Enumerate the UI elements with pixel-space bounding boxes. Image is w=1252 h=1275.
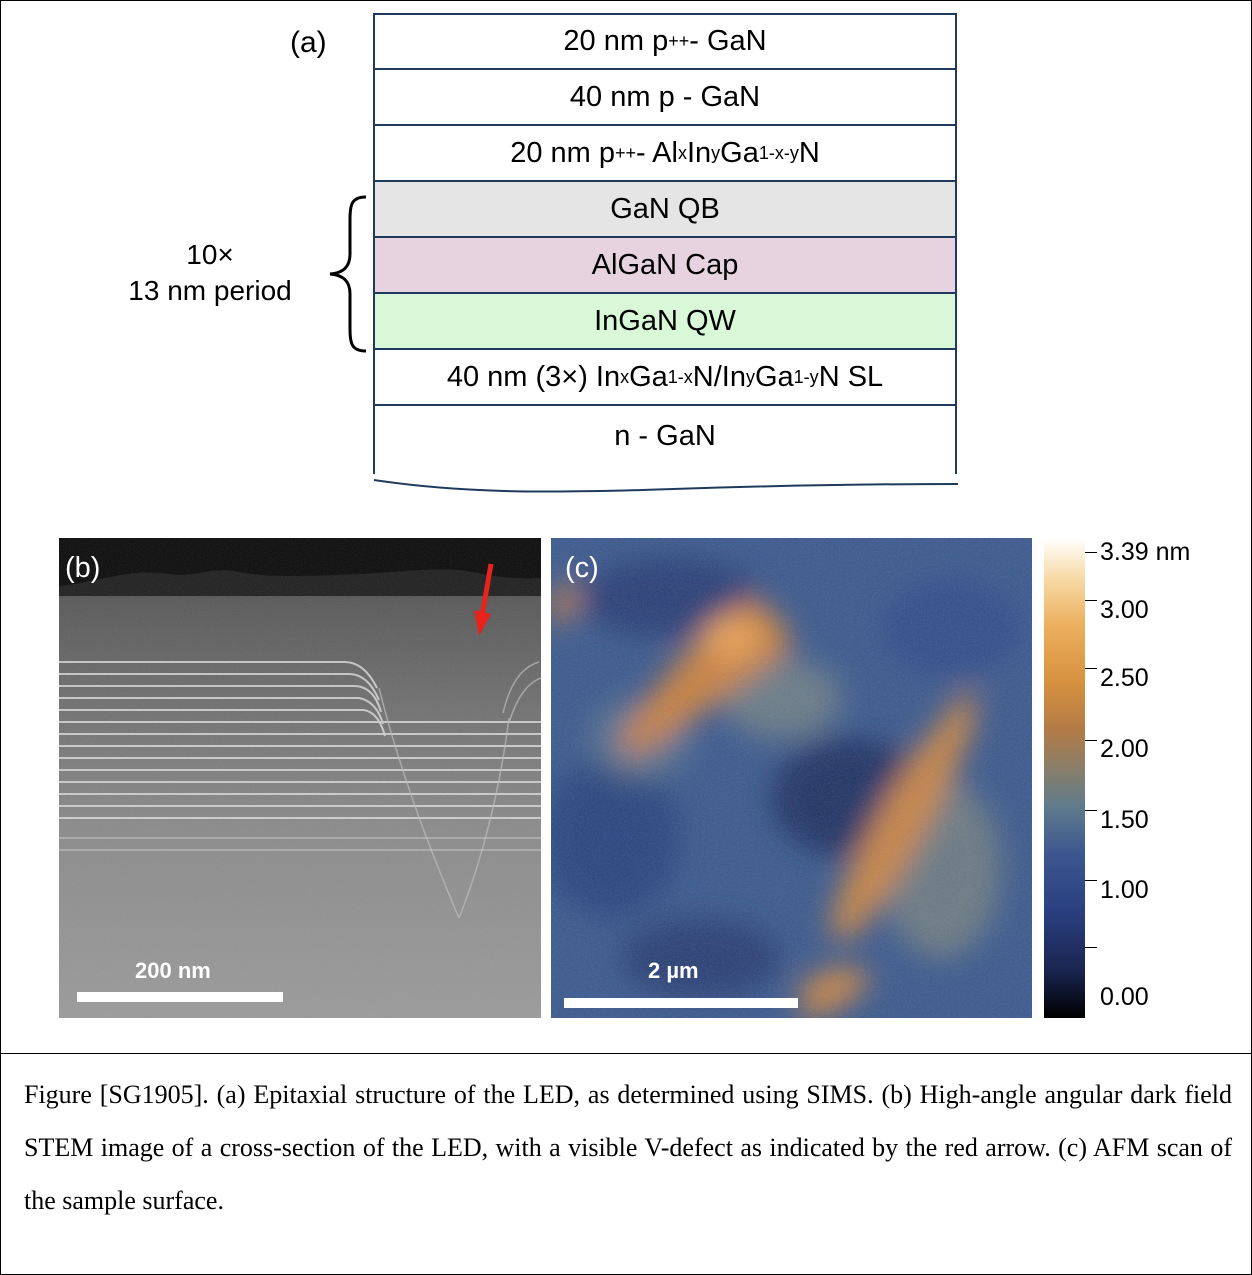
- colorbar-tick: [1085, 668, 1097, 669]
- substrate-wavy-edge: [373, 479, 959, 493]
- colorbar-label: 3.00: [1100, 596, 1149, 624]
- period-label: 10× 13 nm period: [128, 239, 292, 306]
- period-brace-icon: [329, 195, 367, 353]
- colorbar-label: 2.50: [1100, 664, 1149, 692]
- layer-p-gan: 40 nm p - GaN: [373, 70, 957, 126]
- stem-scale-bar: [77, 992, 283, 1002]
- figure-caption: Figure [SG1905]. (a) Epitaxial structure…: [24, 1080, 1232, 1215]
- afm-height-map: [551, 538, 1032, 1018]
- colorbar-tick: [1085, 880, 1097, 881]
- layer-stack: 20 nm p ++ - GaN 40 nm p - GaN 20 nm p ++ …: [373, 13, 957, 474]
- afm-scale-bar: [564, 998, 798, 1008]
- layer-p-plus-plus-alingan: 20 nm p ++ - Al x In y Ga 1-x-y N: [373, 126, 957, 182]
- colorbar-label: 2.00: [1100, 735, 1149, 763]
- colorbar-label-min: 0.00: [1100, 983, 1149, 1011]
- panel-b-label: (b): [65, 552, 101, 584]
- afm-image: (c) 2 µm: [551, 538, 1032, 1018]
- colorbar-label: 1.00: [1100, 876, 1149, 904]
- stem-micrograph: [59, 538, 541, 1018]
- caption-divider: [0, 1053, 1252, 1054]
- red-arrow-icon: [474, 563, 494, 636]
- layer-ingan-qw: InGaN QW: [373, 294, 957, 350]
- stem-image: (b) 200 nm: [59, 538, 541, 1018]
- stem-scale-label: 200 nm: [135, 958, 211, 983]
- layer-p-plus-plus-gan: 20 nm p ++ - GaN: [373, 13, 957, 70]
- panel-c-label: (c): [565, 552, 599, 584]
- colorbar-tick: [1085, 810, 1097, 811]
- panel-a-label: (a): [290, 26, 327, 59]
- colorbar-tick: [1085, 552, 1097, 553]
- colorbar-label: 1.50: [1100, 806, 1149, 834]
- colorbar-tick: [1085, 740, 1097, 741]
- layer-gan-qb: GaN QB: [373, 182, 957, 238]
- colorbar-label-max: 3.39 nm: [1100, 538, 1191, 566]
- colorbar-tick: [1085, 600, 1097, 601]
- layer-algan-cap: AlGaN Cap: [373, 238, 957, 294]
- layer-n-gan: n - GaN: [373, 406, 957, 474]
- colorbar-tick: [1085, 947, 1097, 948]
- afm-colorbar: [1044, 538, 1085, 1018]
- afm-scale-label: 2 µm: [648, 958, 699, 983]
- layer-superlattice: 40 nm (3×) In x Ga 1-x N/In y Ga 1-y N SL: [373, 350, 957, 406]
